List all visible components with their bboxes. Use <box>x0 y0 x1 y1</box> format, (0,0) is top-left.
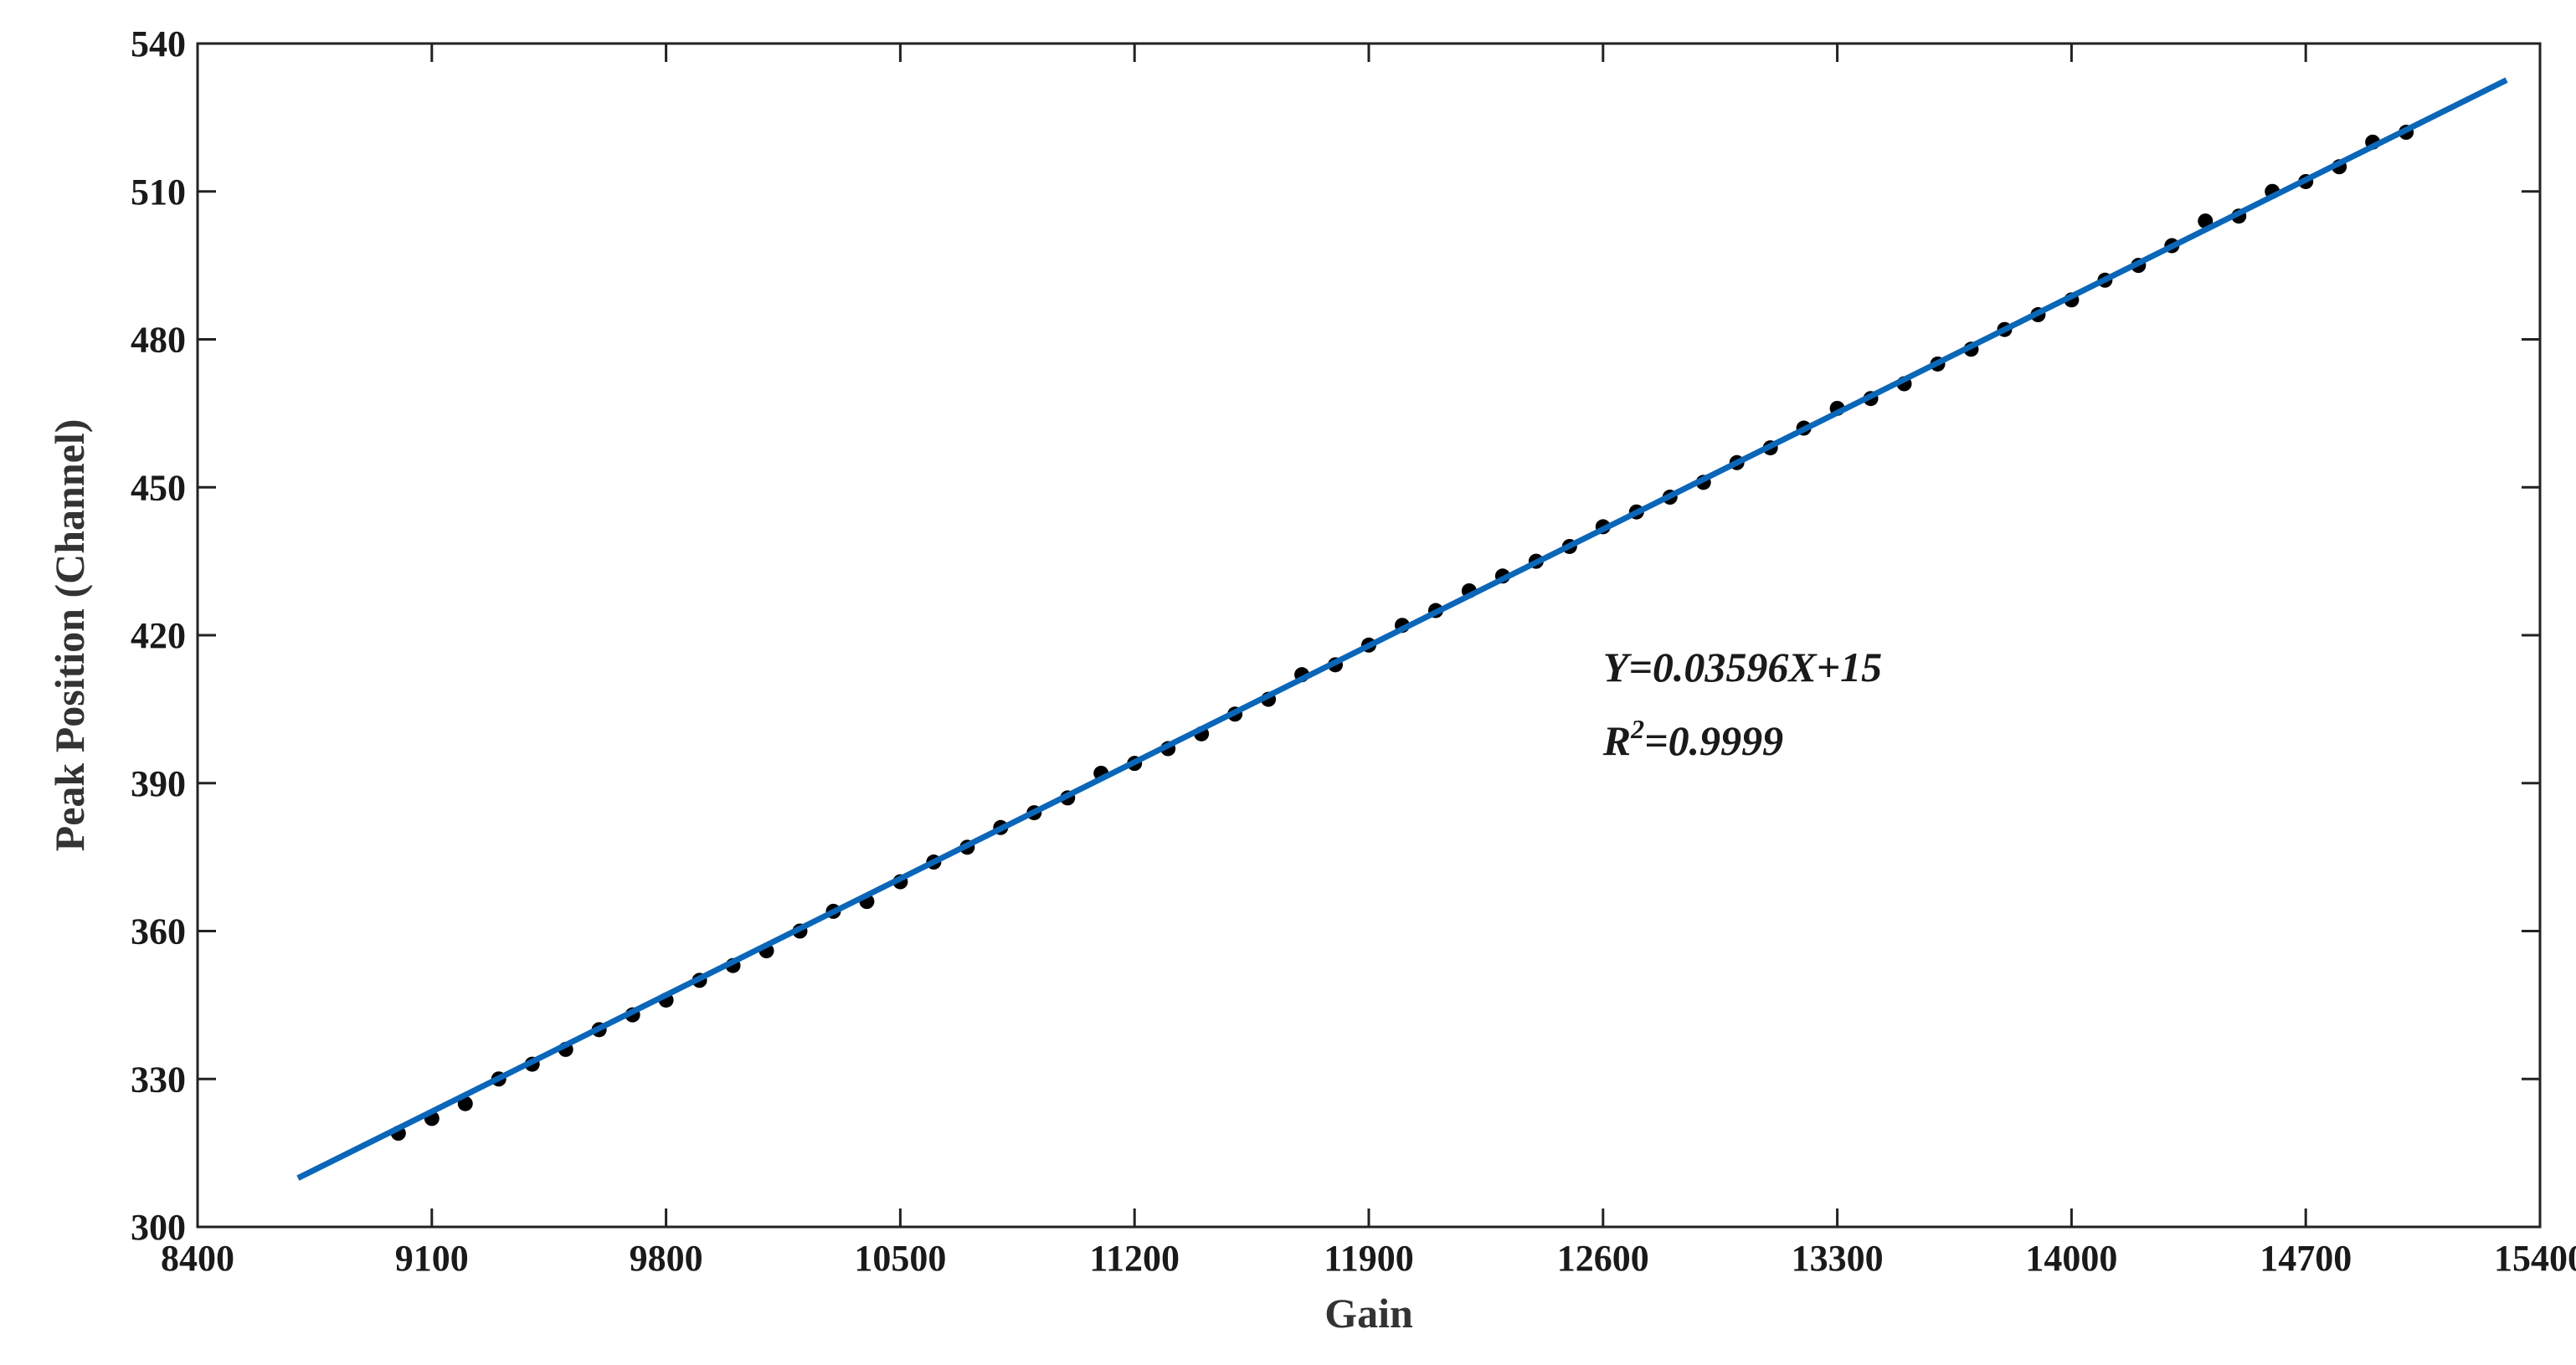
x-tick-label: 13300 <box>1792 1238 1884 1279</box>
r2-prefix: R <box>1602 717 1631 764</box>
x-tick-label: 14000 <box>2025 1238 2117 1279</box>
y-axis-label: Peak Position (Channel) <box>46 419 93 852</box>
fit-equation: Y=0.03596X+15 <box>1603 644 1882 690</box>
plot-frame <box>196 42 2542 1229</box>
x-tick-label: 11900 <box>1324 1238 1414 1279</box>
x-tick-label: 9800 <box>630 1238 703 1279</box>
x-tick-label: 9100 <box>395 1238 469 1279</box>
x-tick-label: 15400 <box>2494 1238 2576 1279</box>
y-tick-label: 480 <box>131 320 186 361</box>
y-tick-label: 420 <box>131 615 186 656</box>
x-tick-label: 11200 <box>1089 1238 1180 1279</box>
r-squared-label: R2=0.9999 <box>1602 714 1783 764</box>
x-tick-label: 12600 <box>1557 1238 1649 1279</box>
x-tick-label: 10500 <box>854 1238 946 1279</box>
y-tick-label: 510 <box>131 172 186 213</box>
r2-value: =0.9999 <box>1644 717 1783 764</box>
r2-superscript: 2 <box>1630 714 1644 744</box>
y-tick-label: 540 <box>131 23 186 64</box>
x-axis-ticks: 8400 9100 9800 10500 11200 11900 12600 13300 140… <box>161 44 2576 1279</box>
y-tick-label: 360 <box>131 911 186 952</box>
y-tick-label: 450 <box>131 467 186 508</box>
fit-line <box>296 77 2508 1181</box>
y-tick-label: 300 <box>131 1207 186 1248</box>
x-tick-label: 8400 <box>161 1238 234 1279</box>
y-tick-label: 390 <box>131 763 186 804</box>
fit-line-group <box>296 77 2508 1181</box>
x-tick-label: 14700 <box>2260 1238 2352 1279</box>
y-axis-ticks: 300 330 360 390 420 450 480 510 540 <box>131 23 2540 1248</box>
y-tick-label: 330 <box>131 1059 186 1100</box>
x-axis-label: Gain <box>1324 1290 1413 1337</box>
